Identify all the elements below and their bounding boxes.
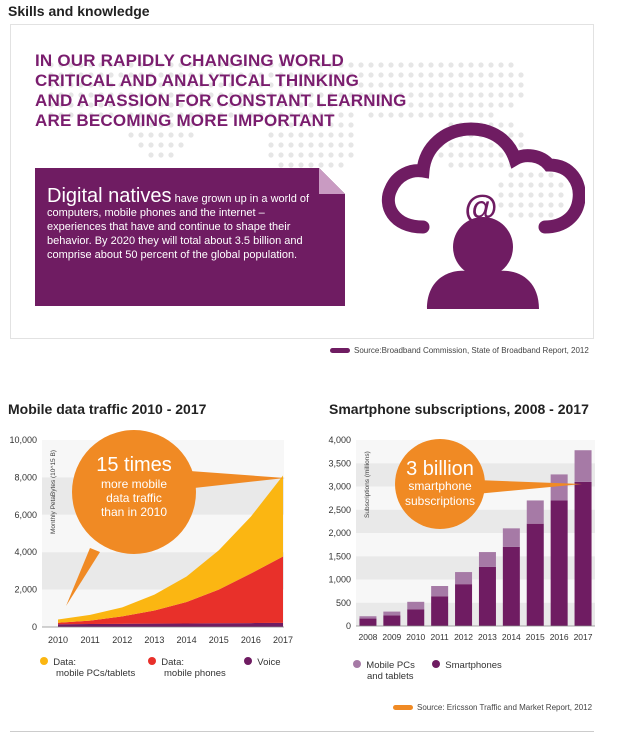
chart2-bar-2015-pcs-tablets — [526, 500, 544, 524]
chart2-xtick-label: 2012 — [454, 632, 473, 642]
chart2-annotation-big: 3 billion — [406, 458, 474, 480]
chart2-bar-2013-pcs-tablets — [478, 552, 496, 567]
chart1-xtick-label: 2014 — [177, 635, 197, 645]
chart2-bar-2016-smartphones — [550, 500, 568, 626]
chart1-annotation-big: 15 times — [96, 454, 172, 476]
headline-line-4: ARE BECOMING MORE IMPORTANT — [35, 111, 335, 130]
chart2-xtick-label: 2014 — [502, 632, 521, 642]
chart2-bar-2009-smartphones — [383, 615, 401, 626]
callout-text: Digital natives have grown up in a world… — [47, 186, 319, 262]
chart1-area-series-2 — [58, 556, 283, 625]
chart2-bar-2016-pcs-tablets — [550, 474, 568, 501]
chart2-ytick-label: 3,000 — [328, 482, 351, 492]
world-map-dots — [48, 62, 564, 218]
chart2-bar-2012-smartphones — [455, 584, 473, 626]
chart2-bar-2008-smartphones — [359, 618, 377, 626]
chart1-ylabel: Monthly PetaBytes (10^15 B) — [50, 450, 57, 534]
chart2-ytick-label: 4,000 — [328, 435, 351, 445]
chart2-bar-2009-pcs-tablets — [383, 611, 401, 616]
chart1-bubble-tail — [176, 470, 285, 490]
chart2-annotation-line2: subscriptions — [405, 494, 475, 508]
chart1-ytick-label: 0 — [32, 622, 37, 632]
legend-data-pcs: Data: mobile PCs/tablets — [40, 657, 135, 679]
chart2-subscriptions: 4,0003,5003,0002,5002,0001,5001,0005000 … — [328, 435, 595, 642]
chart1-title: Mobile data traffic 2010 - 2017 — [8, 401, 207, 417]
chart2-bar-2010-pcs-tablets — [407, 601, 425, 610]
chart1-ytick-label: 10,000 — [9, 435, 37, 445]
chart1-ytick-label: 6,000 — [14, 510, 37, 520]
chart1-xtick-label: 2010 — [48, 635, 68, 645]
legend-voice: Voice — [244, 657, 281, 668]
chart2-bar-2017-pcs-tablets — [574, 450, 592, 482]
chart1-annotation-line2: data traffic — [106, 491, 162, 505]
chart2-xtick-label: 2017 — [574, 632, 593, 642]
callout-lead: Digital natives — [47, 185, 172, 207]
chart2-bar-2010-smartphones — [407, 609, 425, 626]
chart2-source: Source: Ericsson Traffic and Market Repo… — [393, 703, 592, 712]
footer-divider — [10, 731, 594, 732]
section-title: Skills and knowledge — [8, 3, 150, 19]
chart2-bar-2014-pcs-tablets — [502, 528, 520, 547]
chart1-annotation-line1: more mobile — [101, 477, 167, 491]
chart2-annotation-bubble — [395, 439, 485, 529]
chart1-xtick-label: 2015 — [209, 635, 229, 645]
legend-smartphones: Smartphones — [432, 660, 502, 671]
chart2-xtick-label: 2015 — [526, 632, 545, 642]
chart2-ytick-label: 1,000 — [328, 575, 351, 585]
chart2-bubble-tail — [476, 480, 582, 494]
chart1-xtick-label: 2011 — [80, 635, 99, 645]
chart1-annotation-line3: than in 2010 — [101, 505, 167, 519]
chart2-bar-2012-pcs-tablets — [455, 572, 473, 585]
chart2-xtick-label: 2011 — [431, 632, 450, 642]
legend-data-phones: Data: mobile phones — [148, 657, 226, 679]
headline-line-3: AND A PASSION FOR CONSTANT LEARNING — [35, 91, 407, 110]
chart1-xtick-label: 2012 — [112, 635, 132, 645]
chart2-bar-2013-smartphones — [478, 566, 496, 626]
chart2-ytick-label: 1,500 — [328, 551, 351, 561]
chart2-ytick-label: 500 — [336, 598, 351, 608]
chart1-xtick-label: 2013 — [144, 635, 164, 645]
chart2-bar-2011-pcs-tablets — [431, 586, 449, 597]
infographic-source: Source:Broadband Commission, State of Br… — [330, 346, 589, 355]
digital-natives-callout: Digital natives have grown up in a world… — [35, 168, 345, 306]
chart2-ytick-label: 2,500 — [328, 505, 351, 515]
headline-line-2: CRITICAL AND ANALYTICAL THINKING — [35, 71, 360, 90]
chart2-bar-2008-pcs-tablets — [359, 616, 377, 619]
headline-line-1: IN OUR RAPIDLY CHANGING WORLD — [35, 51, 344, 70]
legend-mobile-pcs-tablets: Mobile PCs and tablets — [353, 660, 415, 682]
chart1-ytick-label: 4,000 — [14, 547, 37, 557]
chart1-area-series-1 — [58, 622, 283, 627]
chart2-bar-2014-smartphones — [502, 546, 520, 626]
chart2-xtick-label: 2008 — [358, 632, 377, 642]
chart1-xtick-label: 2017 — [273, 635, 293, 645]
chart1-xtick-label: 2016 — [241, 635, 261, 645]
chart2-bar-2011-smartphones — [431, 596, 449, 626]
chart1-area-series-3 — [58, 475, 283, 623]
headline: IN OUR RAPIDLY CHANGING WORLD CRITICAL A… — [35, 51, 455, 131]
chart1-ytick-label: 2,000 — [14, 585, 37, 595]
infographic-panel: IN OUR RAPIDLY CHANGING WORLD CRITICAL A… — [10, 24, 594, 339]
cloud-user-icon: @ — [381, 122, 585, 309]
chart2-xtick-label: 2016 — [550, 632, 569, 642]
chart2-xtick-label: 2013 — [478, 632, 497, 642]
chart2-annotation-line1: smartphone — [408, 479, 472, 493]
chart2-bar-2017-smartphones — [574, 481, 592, 626]
chart2-ylabel: Subscriptions (millions) — [364, 451, 371, 518]
chart2-ytick-label: 0 — [346, 621, 351, 631]
chart1-ytick-label: 8,000 — [14, 472, 37, 482]
chart2-xtick-label: 2009 — [382, 632, 401, 642]
at-sign: @ — [464, 189, 497, 227]
chart2-xtick-label: 2010 — [406, 632, 425, 642]
chart1-annotation-bubble — [72, 430, 196, 554]
callout-body: have grown up in a world of computers, m… — [47, 193, 310, 261]
chart2-bar-2015-smartphones — [526, 523, 544, 626]
chart2-ytick-label: 2,000 — [328, 528, 351, 538]
chart2-title: Smartphone subscriptions, 2008 - 2017 — [329, 401, 589, 417]
chart1-bubble-pointer — [66, 548, 100, 606]
chart1-traffic: 10,000 8,000 6,000 4,000 2,000 0 2010 2011 2012… — [9, 430, 293, 645]
chart2-ytick-label: 3,500 — [328, 458, 351, 468]
